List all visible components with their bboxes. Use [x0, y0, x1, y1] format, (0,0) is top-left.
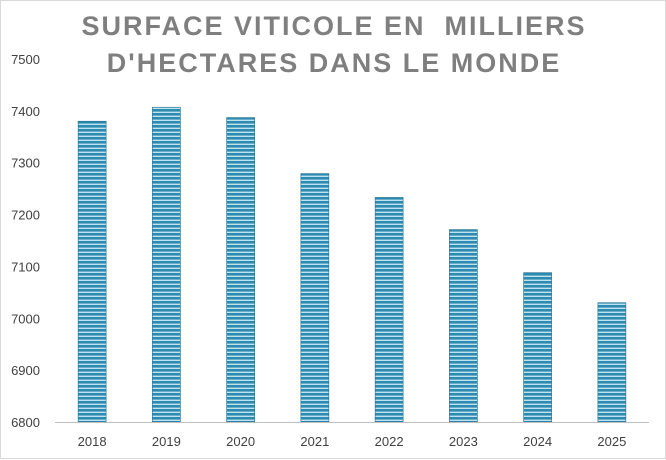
- x-tick-label: 2021: [300, 434, 329, 449]
- y-tick-label: 7200: [11, 208, 40, 223]
- x-tick-label: 2023: [449, 434, 478, 449]
- x-tick-label: 2018: [78, 434, 107, 449]
- chart-title-line-2: D'HECTARES DANS LE MONDE: [106, 48, 562, 78]
- y-tick-label: 7000: [11, 311, 40, 326]
- bar-2024: [523, 272, 552, 423]
- bar-2021: [300, 173, 330, 423]
- bar-2025: [597, 302, 627, 423]
- x-axis-ticks: 2018 2019 2020 2021 2022 2023 2024 2025: [78, 434, 627, 449]
- bar-2020: [226, 117, 255, 423]
- y-tick-label: 7100: [11, 259, 40, 274]
- bars: [77, 106, 627, 423]
- y-tick-label: 6800: [11, 415, 40, 430]
- x-tick-label: 2024: [523, 434, 552, 449]
- bar-2019: [152, 106, 181, 423]
- x-tick-label: 2022: [375, 434, 404, 449]
- bar-2018: [77, 120, 107, 423]
- bar-2023: [449, 229, 478, 423]
- y-tick-label: 7500: [11, 52, 40, 67]
- x-tick-label: 2025: [597, 434, 626, 449]
- y-tick-label: 6900: [11, 363, 40, 378]
- chart-title-line-1: SURFACE VITICOLE EN MILLIERS: [81, 11, 587, 41]
- y-axis-ticks: 6800 6900 7000 7100 7200 7300 7400 7500: [11, 52, 40, 430]
- x-tick-label: 2019: [152, 434, 181, 449]
- y-tick-label: 7300: [11, 156, 40, 171]
- bar-2022: [374, 197, 404, 423]
- x-tick-label: 2020: [226, 434, 255, 449]
- y-tick-label: 7400: [11, 104, 40, 119]
